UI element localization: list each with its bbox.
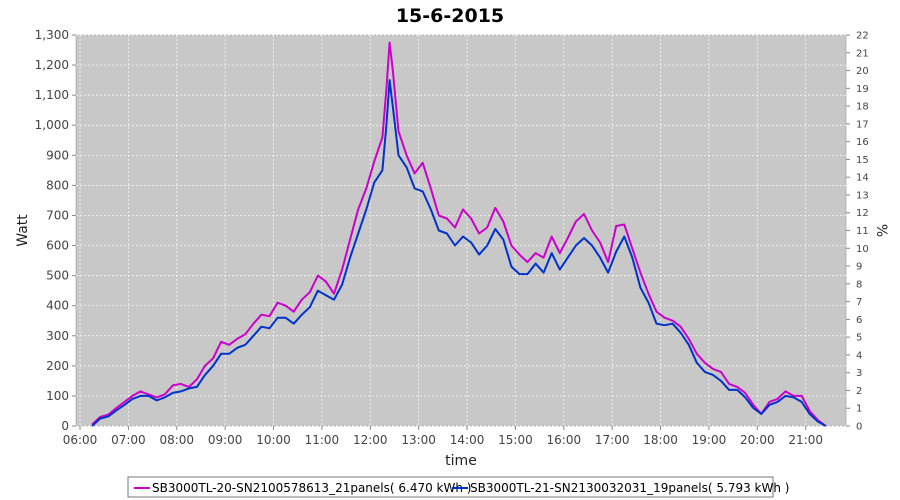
chart-title: 15-6-2015 [396, 5, 504, 27]
x-tick-label: 07:00 [111, 433, 146, 447]
x-tick-label: 19:00 [692, 433, 727, 447]
y-tick-label: 700 [46, 208, 69, 222]
x-tick-label: 20:00 [740, 433, 775, 447]
y-tick-label: 900 [46, 148, 69, 162]
y2-tick-label: 10 [856, 244, 869, 255]
y2-tick-label: 11 [856, 226, 869, 237]
x-tick-label: 16:00 [547, 433, 582, 447]
x-tick-label: 21:00 [788, 433, 823, 447]
y2-tick-label: 8 [856, 279, 862, 290]
plot-area [75, 34, 847, 427]
x-axis: 06:00 07:00 08:00 09:00 10:00 11:00 12:00 13:00… [63, 426, 823, 447]
y2-tick-label: 13 [856, 190, 869, 201]
y2-tick-label: 5 [856, 333, 862, 344]
y2-tick-label: 20 [856, 66, 869, 77]
x-tick-label: 15:00 [498, 433, 533, 447]
x-tick-label: 10:00 [256, 433, 291, 447]
x-tick-label: 08:00 [159, 433, 194, 447]
grid-lines [76, 34, 846, 427]
y-tick-label: 0 [61, 419, 69, 433]
y2-tick-label: 14 [856, 173, 869, 184]
y2-tick-label: 9 [856, 262, 862, 273]
y2-tick-label: 2 [856, 386, 862, 397]
y2-tick-label: 19 [856, 84, 869, 95]
y-axis: 0 100 200 300 400 500 600 700 800 900 1,000 1,100 1,… [35, 28, 76, 433]
y2-tick-label: 0 [856, 422, 862, 433]
x-tick-label: 06:00 [63, 433, 98, 447]
y-tick-label: 800 [46, 178, 69, 192]
y-tick-label: 1,200 [35, 58, 69, 72]
y2-tick-label: 7 [856, 297, 862, 308]
y2-tick-label: 4 [856, 350, 862, 361]
y2-tick-label: 3 [856, 368, 862, 379]
y2-tick-label: 1 [856, 404, 862, 415]
y-tick-label: 1,000 [35, 118, 69, 132]
legend: SB3000TL-20-SN2100578613_21panels( 6.470… [127, 476, 789, 498]
y2-tick-label: 15 [856, 155, 869, 166]
x-tick-label: 13:00 [401, 433, 436, 447]
y-tick-label: 200 [46, 359, 69, 373]
x-tick-label: 09:00 [208, 433, 243, 447]
x-tick-label: 14:00 [450, 433, 485, 447]
y2-tick-label: 6 [856, 315, 862, 326]
series-line-2 [91, 79, 827, 427]
y2-tick-label: 21 [856, 48, 869, 59]
x-tick-label: 12:00 [353, 433, 388, 447]
legend-label-series-2: SB3000TL-21-SN2130032031_19panels( 5.793… [470, 481, 789, 495]
legend-label-series-1: SB3000TL-20-SN2100578613_21panels( 6.470… [152, 481, 471, 495]
series-layer [91, 41, 827, 427]
y-tick-label: 1,100 [35, 88, 69, 102]
series-line-1 [91, 41, 827, 427]
x-axis-label: time [445, 453, 477, 469]
x-tick-label: 18:00 [643, 433, 678, 447]
y2-tick-label: 17 [856, 119, 869, 130]
y2-tick-label: 22 [856, 31, 869, 42]
y2-tick-label: 16 [856, 137, 869, 148]
y-tick-label: 300 [46, 329, 69, 343]
legend-box [127, 476, 774, 498]
x-tick-label: 11:00 [305, 433, 340, 447]
y2-axis-label: % [873, 224, 889, 237]
y-tick-label: 400 [46, 299, 69, 313]
y2-tick-label: 12 [856, 208, 869, 219]
y2-tick-label: 18 [856, 102, 869, 113]
y-tick-label: 600 [46, 239, 69, 253]
y-axis-label: Watt [15, 214, 31, 247]
x-tick-label: 17:00 [595, 433, 630, 447]
y-tick-label: 100 [46, 389, 69, 403]
y-tick-label: 500 [46, 269, 69, 283]
y-tick-label: 1,300 [35, 28, 69, 42]
